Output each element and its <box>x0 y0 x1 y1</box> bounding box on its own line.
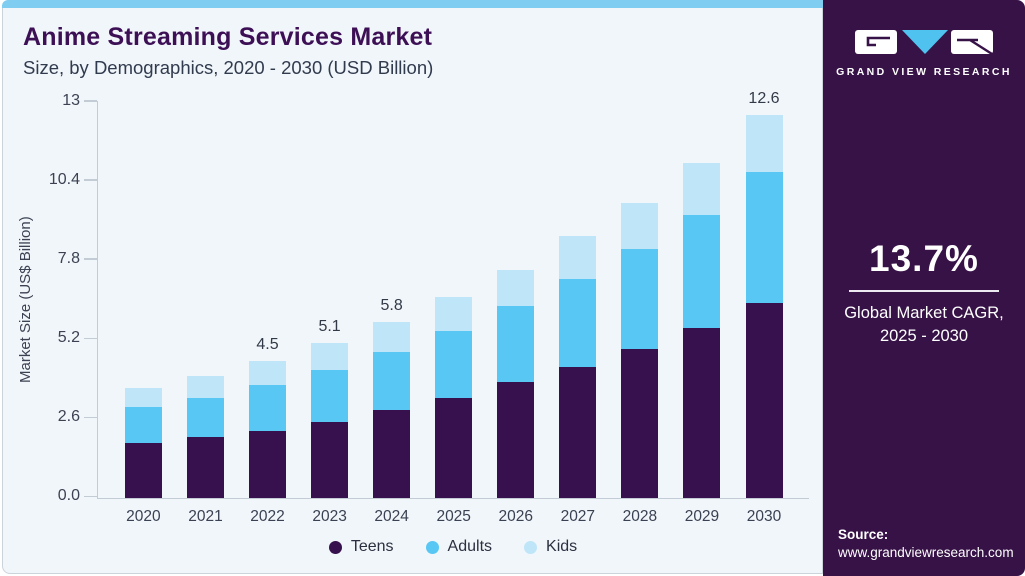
x-tick-label: 2022 <box>250 507 285 525</box>
bar-segment-teens <box>497 382 535 498</box>
cagr-value: 13.7% <box>869 238 979 279</box>
bar-segment-adults <box>559 278 597 368</box>
legend: Teens Adults Kids <box>97 538 809 556</box>
chart-card: Anime Streaming Services Market Size, by… <box>2 0 824 574</box>
cagr-label-line1: Global Market CAGR, <box>844 304 1004 322</box>
y-tick-label: 2.6 <box>57 407 80 425</box>
x-tick-label: 2021 <box>188 507 223 525</box>
y-tick-mark <box>84 337 97 340</box>
legend-dot-icon <box>328 540 342 554</box>
y-axis-title: Market Size (US$ Billion) <box>17 216 34 383</box>
x-tick-label: 2028 <box>622 507 658 525</box>
legend-item-teens: Teens <box>328 538 394 556</box>
x-tick-label: 2030 <box>746 507 782 525</box>
x-tick-label: 2024 <box>374 507 409 525</box>
bar-segment-kids <box>559 236 597 279</box>
bar-segment-teens <box>683 327 721 498</box>
legend-item-adults: Adults <box>425 538 493 556</box>
gvr-logo: GRAND VIEW RESEARCH <box>823 27 1025 78</box>
cagr-label: Global Market CAGR, 2025 - 2030 <box>823 302 1025 348</box>
cagr-divider <box>849 290 999 292</box>
x-tick-label: 2027 <box>560 507 596 525</box>
bar-segment-kids <box>683 163 721 216</box>
bar-segment-kids <box>621 202 659 249</box>
x-tick-label: 2020 <box>126 507 161 525</box>
source-url: www.grandviewresearch.com <box>838 545 1014 560</box>
y-tick-label: 13 <box>62 91 80 109</box>
bar-segment-teens <box>249 431 287 498</box>
legend-label: Teens <box>350 538 394 555</box>
page-title: Anime Streaming Services Market <box>23 23 433 51</box>
bar-segment-adults <box>745 172 783 304</box>
bar-segment-teens <box>186 437 224 498</box>
bar-total-label: 4.5 <box>256 336 279 354</box>
y-tick-label: 5.2 <box>57 328 80 346</box>
bar-segment-kids <box>124 388 162 407</box>
brand-panel: GRAND VIEW RESEARCH 13.7% Global Market … <box>823 0 1025 576</box>
bar-segment-adults <box>249 385 287 432</box>
bar-total-label: 5.8 <box>380 296 403 314</box>
cagr-label-line2: 2025 - 2030 <box>879 327 969 346</box>
bar-segment-kids <box>497 269 535 307</box>
logo-r-glyph <box>957 38 993 56</box>
source-block: Source: www.grandviewresearch.com <box>838 527 1014 560</box>
bar-segment-teens <box>559 367 597 498</box>
legend-item-kids: Kids <box>524 538 577 556</box>
legend-label: Kids <box>546 538 578 555</box>
bar-segment-kids <box>186 376 224 398</box>
x-tick-label: 2029 <box>684 507 720 525</box>
bar-total-label: 12.6 <box>748 89 780 107</box>
bar-segment-adults <box>497 306 535 383</box>
page-subtitle: Size, by Demographics, 2020 - 2030 (USD … <box>23 57 434 78</box>
bar-segment-adults <box>186 397 224 438</box>
bar-segment-teens <box>621 348 659 498</box>
logo-g-box <box>855 30 897 54</box>
y-tick-mark <box>84 495 97 498</box>
y-tick-mark <box>84 258 97 260</box>
bar-segment-kids <box>311 342 349 371</box>
y-tick-mark <box>84 416 97 419</box>
bar-segment-teens <box>311 421 349 498</box>
source-label: Source: <box>838 527 889 542</box>
bar-segment-adults <box>124 406 162 444</box>
cagr-block: 13.7% Global Market CAGR, 2025 - 2030 <box>823 238 1025 348</box>
bar-segment-kids <box>435 297 473 331</box>
y-tick-label: 0.0 <box>57 487 80 504</box>
bar-total-label: 5.1 <box>318 317 341 335</box>
y-tick-mark <box>84 100 97 102</box>
bar-segment-teens <box>435 397 473 498</box>
bar-segment-adults <box>311 370 349 422</box>
legend-dot-icon <box>425 540 439 554</box>
y-tick-label: 7.8 <box>57 249 80 267</box>
plot-area: 13 10.4 7.8 5.2 2.6 0.0 2020 2021 4.5 2022 5.1 2023… <box>49 90 809 525</box>
bar-segment-adults <box>683 215 721 328</box>
bar-segment-teens <box>745 303 783 498</box>
bar-segment-adults <box>435 330 473 398</box>
x-tick-label: 2023 <box>312 507 347 525</box>
bar-segment-teens <box>124 443 162 498</box>
gvr-logo-icon <box>855 30 993 56</box>
logo-v-triangle-icon <box>902 30 948 54</box>
bar-segment-kids <box>249 361 287 386</box>
y-tick-mark <box>84 179 97 181</box>
bar-segment-kids <box>745 114 783 173</box>
bar-segment-teens <box>373 409 411 498</box>
y-tick-label: 10.4 <box>48 170 80 188</box>
logo-g-glyph <box>866 36 890 47</box>
bar-segment-adults <box>373 351 411 410</box>
bar-segment-kids <box>373 321 411 352</box>
bar-segment-adults <box>621 248 659 349</box>
chart-header: Anime Streaming Services Market Size, by… <box>23 23 433 79</box>
x-tick-label: 2026 <box>498 507 533 525</box>
top-accent-strip <box>2 0 824 8</box>
legend-label: Adults <box>447 538 493 555</box>
x-tick-label: 2025 <box>436 507 471 525</box>
brand-name: GRAND VIEW RESEARCH <box>836 66 1012 78</box>
legend-dot-icon <box>524 540 538 554</box>
